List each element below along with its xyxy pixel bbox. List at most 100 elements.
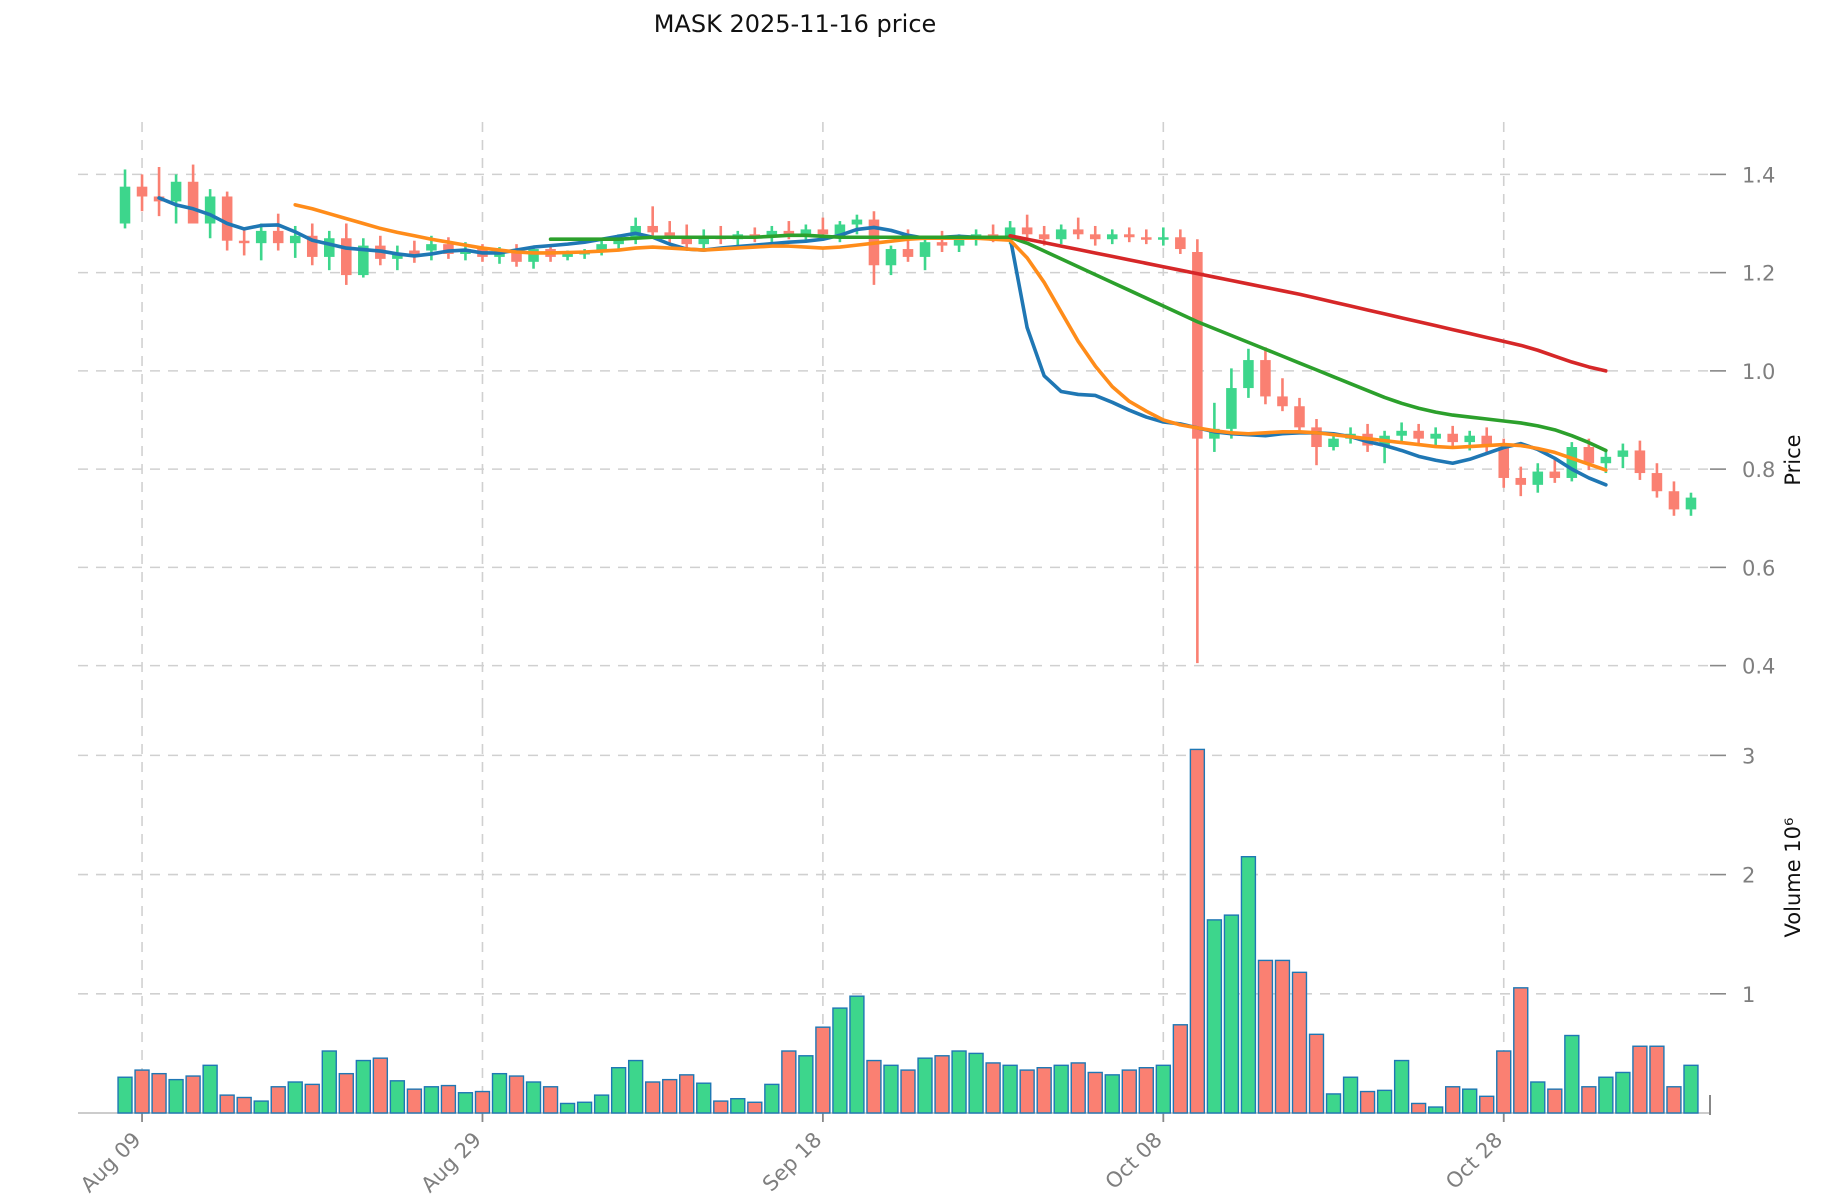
candlestick — [238, 228, 250, 256]
volume-bar — [304, 1083, 320, 1114]
candlestick — [1668, 481, 1680, 516]
moving-average-lines — [157, 196, 1608, 487]
volume-bar — [559, 1102, 576, 1114]
candlestick — [1175, 229, 1186, 254]
volume-bar — [1308, 1033, 1325, 1114]
volume-bar — [1206, 919, 1223, 1114]
volume-bar — [1530, 1081, 1546, 1114]
volume-bar — [491, 1072, 508, 1114]
candlestick — [1260, 347, 1271, 405]
candlestick — [1141, 229, 1152, 245]
candlestick — [1617, 443, 1629, 469]
volume-bar — [457, 1092, 474, 1114]
candlestick — [306, 223, 318, 266]
ma-line — [548, 233, 1608, 453]
volume-bar — [679, 1074, 695, 1114]
volume-bar — [389, 1080, 406, 1114]
ma-line — [1008, 233, 1608, 373]
volume-bar — [1649, 1045, 1665, 1114]
candlestick — [358, 238, 369, 278]
volume-bar — [1274, 959, 1291, 1114]
candlestick — [392, 245, 403, 271]
candlestick — [511, 244, 522, 267]
candlestick — [409, 240, 420, 263]
candlestick — [1430, 427, 1441, 448]
candlestick — [919, 237, 931, 271]
volume-bar — [1427, 1106, 1444, 1114]
candlestick — [1192, 239, 1203, 664]
volume-bar — [1376, 1089, 1393, 1114]
volume-bar — [917, 1057, 933, 1114]
volume-bar — [951, 1050, 967, 1114]
candlestick — [936, 230, 948, 252]
volume-bar — [1666, 1086, 1682, 1114]
volume-bar — [423, 1086, 440, 1114]
candlestick — [272, 213, 284, 251]
candlestick — [1277, 378, 1288, 412]
candlestick — [885, 245, 897, 276]
volume-bar — [1291, 971, 1308, 1114]
volume-bar — [1479, 1095, 1495, 1114]
volume-bar — [406, 1088, 423, 1114]
volume-bar — [542, 1086, 559, 1114]
volume-bar — [1053, 1064, 1069, 1114]
volume-bar — [934, 1055, 950, 1114]
volume-bar — [1564, 1034, 1580, 1114]
volume-bar — [1410, 1102, 1427, 1114]
volume-bar — [1104, 1074, 1120, 1114]
volume-bar — [355, 1059, 371, 1114]
volume-bar — [815, 1026, 831, 1114]
price-ytick-label: 0.8 — [1742, 458, 1775, 482]
volume-bar — [900, 1069, 916, 1114]
candlestick — [1311, 419, 1322, 466]
volume-bar — [781, 1050, 797, 1114]
volume-bar — [1240, 856, 1257, 1114]
volume-bar — [627, 1059, 644, 1114]
volume-bar — [576, 1101, 593, 1114]
volume-bar — [1632, 1045, 1648, 1114]
candlestick — [1447, 425, 1458, 449]
volume-bar — [985, 1062, 1001, 1114]
volume-bar — [883, 1064, 899, 1114]
candlestick — [1106, 229, 1118, 245]
volume-bar — [1223, 914, 1240, 1114]
volume-bar — [866, 1059, 882, 1114]
price-axis-title: Price — [1781, 434, 1805, 485]
volume-bar — [219, 1094, 235, 1114]
candlestick — [119, 169, 131, 229]
volume-bar — [1189, 748, 1206, 1114]
volume-bar — [1138, 1067, 1154, 1114]
candlestick — [1124, 227, 1135, 243]
volume-bar — [440, 1084, 457, 1114]
volume-bar — [117, 1076, 133, 1114]
candlestick — [1243, 348, 1254, 398]
candlestick — [1209, 402, 1220, 452]
candlestick — [1532, 463, 1544, 493]
candlestick — [1396, 422, 1407, 443]
volume-bar — [849, 995, 865, 1114]
price-ytick-label: 1.2 — [1742, 262, 1775, 286]
volume-bar — [1496, 1050, 1512, 1114]
volume-bar — [968, 1052, 984, 1114]
candlestick — [596, 240, 607, 256]
volume-bar — [645, 1081, 661, 1114]
candlestick — [1294, 397, 1305, 434]
volume-axis-title: Volume 10⁶ — [1781, 818, 1805, 938]
candlestick — [1226, 368, 1237, 439]
price-ytick-label: 0.6 — [1742, 556, 1775, 580]
volume-bar — [1615, 1071, 1631, 1114]
volume-ytick-label: 1 — [1742, 983, 1755, 1007]
volume-bar — [764, 1083, 780, 1114]
volume-bar — [1359, 1090, 1376, 1114]
candlestick — [1055, 224, 1067, 245]
candlestick — [528, 245, 539, 269]
volume-bar — [474, 1090, 491, 1114]
candlestick — [1566, 442, 1578, 482]
volume-ytick-label: 2 — [1742, 864, 1755, 888]
volume-bar — [747, 1101, 763, 1114]
volume-bar — [1087, 1071, 1103, 1114]
volume-bar — [730, 1097, 746, 1114]
volume-bar — [1342, 1076, 1359, 1114]
